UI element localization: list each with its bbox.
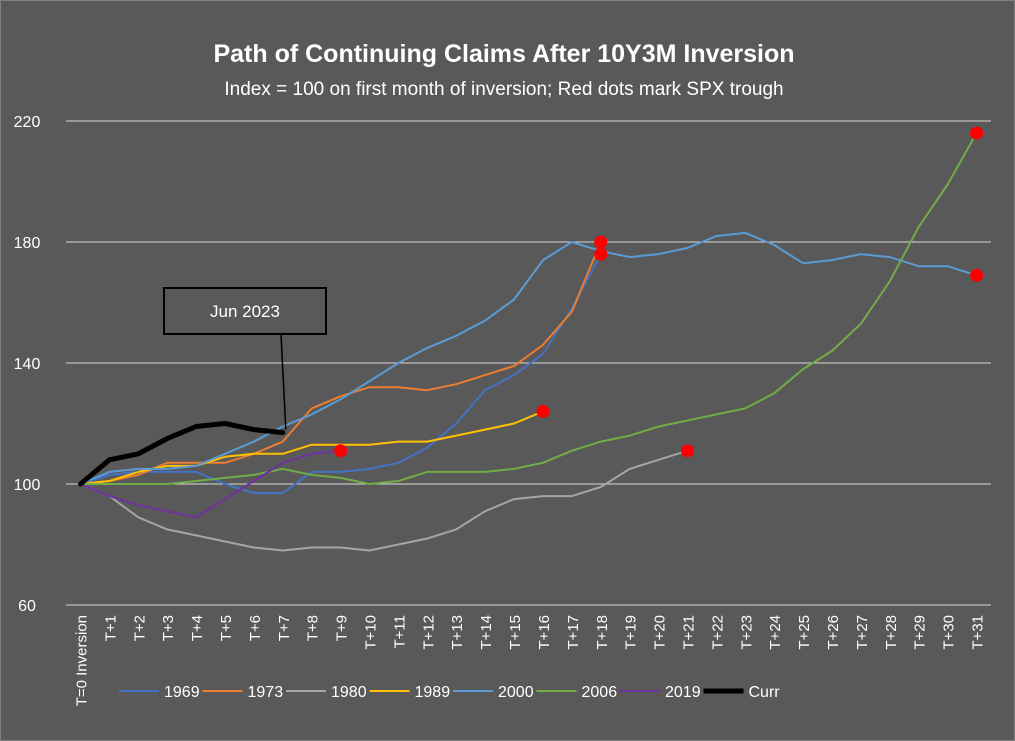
legend-label: Curr (749, 684, 781, 701)
spx-trough-marker-2019 (334, 444, 348, 458)
spx-trough-marker-1973 (594, 235, 608, 249)
x-tick-label: T+31 (970, 615, 987, 650)
x-tick-label: T+22 (709, 615, 726, 650)
x-tick-label: T+6 (247, 615, 264, 641)
legend-label: 2006 (582, 684, 618, 701)
x-tick-label: T+26 (825, 615, 842, 650)
x-tick-label: T+8 (305, 615, 322, 641)
x-tick-label: T+30 (941, 615, 958, 650)
x-tick-label: T+2 (131, 615, 148, 641)
y-tick-label: 100 (14, 477, 41, 494)
spx-trough-marker-1980 (680, 444, 694, 458)
x-tick-label: T+20 (652, 615, 669, 650)
series-line-1980 (79, 449, 689, 552)
series-line-1969 (79, 253, 602, 495)
x-axis-ticks: T=0 Inversion T+1 T+2 T+3 T+4 T+5 T+6 T+7 T+8 T+9… (73, 615, 986, 706)
series-line-curr (78, 421, 286, 487)
x-tick-label: T+7 (276, 615, 293, 641)
spx-trough-marker-1989 (536, 404, 550, 418)
legend-label: 2000 (498, 684, 534, 701)
chart-title: Path of Continuing Claims After 10Y3M In… (213, 40, 794, 68)
x-tick-label: T+23 (738, 615, 755, 650)
legend-label: 1989 (415, 684, 451, 701)
x-tick-label: T+10 (363, 615, 380, 650)
legend: 1969 1973 1980 1989 2000 2006 2019 Curr (119, 684, 780, 701)
x-tick-label: T+16 (536, 615, 553, 650)
x-tick-label: T+12 (420, 615, 437, 650)
legend-label: 2019 (665, 684, 701, 701)
legend-label: 1969 (164, 684, 200, 701)
y-tick-label: 220 (14, 114, 41, 131)
x-tick-label: T+13 (449, 615, 466, 650)
x-tick-label: T+18 (594, 615, 611, 650)
y-tick-label: 180 (14, 235, 41, 252)
x-tick-label: T+9 (334, 615, 351, 641)
series-line-2000 (79, 231, 978, 485)
x-tick-label: T+29 (912, 615, 929, 650)
x-tick-label: T+15 (507, 615, 524, 650)
x-tick-label: T+3 (160, 615, 177, 641)
x-tick-label: T+5 (218, 615, 235, 641)
chart-subtitle: Index = 100 on first month of inversion;… (224, 79, 783, 100)
annotation-arrow (280, 333, 287, 430)
y-axis-ticks: 60 100 140 180 220 (14, 114, 41, 615)
y-tick-label: 60 (18, 598, 36, 615)
legend-label: 1980 (331, 684, 367, 701)
x-tick-label: T=0 Inversion (73, 615, 90, 706)
legend-label: 1973 (248, 684, 284, 701)
x-tick-label: T+21 (680, 615, 697, 650)
x-tick-label: T+11 (391, 615, 408, 649)
annotation-box (163, 287, 327, 335)
series-lines (78, 132, 978, 552)
spx-trough-marker-1969 (594, 247, 608, 261)
series-line-1973 (79, 241, 602, 485)
annotation-label: Jun 2023 (210, 302, 280, 321)
y-tick-label: 140 (14, 356, 41, 373)
x-tick-label: T+19 (623, 615, 640, 650)
series-line-2019 (79, 449, 342, 519)
spx-trough-markers (334, 126, 984, 458)
x-tick-label: T+25 (796, 615, 813, 650)
x-tick-label: T+27 (854, 615, 871, 650)
x-tick-label: T+24 (767, 615, 784, 650)
x-tick-label: T+14 (478, 615, 495, 650)
x-tick-label: T+17 (565, 615, 582, 650)
series-line-2006 (79, 132, 978, 485)
x-tick-label: T+28 (883, 615, 900, 650)
gridlines (66, 120, 991, 606)
spx-trough-marker-2006 (970, 126, 984, 140)
x-tick-label: T+4 (189, 615, 206, 641)
spx-trough-marker-2000 (970, 268, 984, 282)
x-tick-label: T+1 (102, 615, 119, 641)
annotations: Jun 2023 (163, 287, 327, 430)
